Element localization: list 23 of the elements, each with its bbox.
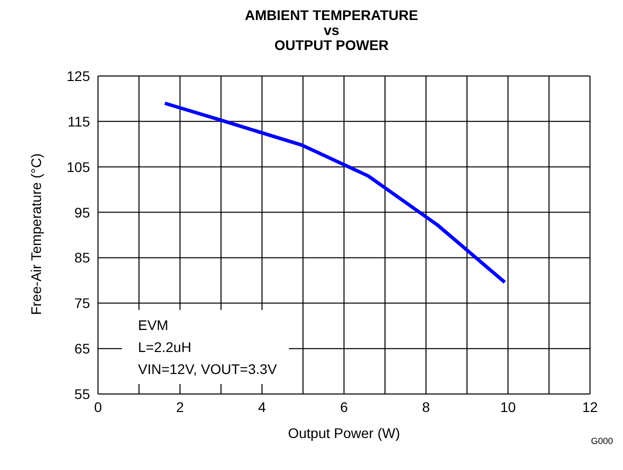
y-tick-label: 85 [74, 250, 90, 266]
x-tick-label: 6 [340, 398, 348, 415]
line-series [163, 102, 506, 284]
x-tick-label: 8 [422, 398, 430, 415]
y-tick-label: 55 [74, 386, 90, 402]
y-tick-label: 105 [66, 158, 90, 175]
text: G000 [590, 436, 613, 446]
y-tick-label: 125 [66, 68, 90, 84]
x-tick-label: 2 [176, 398, 184, 415]
x-tick-label: 10 [500, 398, 516, 415]
y-axis-title: Free-Air Temperature (°C) [28, 153, 44, 315]
chart-title: AMBIENT TEMPERATURE vs OUTPUT POWER [244, 7, 420, 53]
x-tick-label: 0 [94, 398, 102, 415]
y-tick-label: 95 [74, 204, 90, 220]
annotation: EVM [138, 316, 170, 335]
y-tick-label: 115 [68, 113, 90, 130]
x-tick-label: 4 [258, 398, 266, 415]
annotation: L=2.2uH [138, 338, 192, 357]
y-tick-label: 65 [74, 340, 90, 357]
x-tick-label: 12 [582, 398, 598, 415]
x-axis-title: Output Power (W) [288, 425, 400, 441]
annotation: VIN=12V, VOUT=3.3V [138, 360, 277, 379]
y-tick-label: 75 [74, 295, 90, 312]
